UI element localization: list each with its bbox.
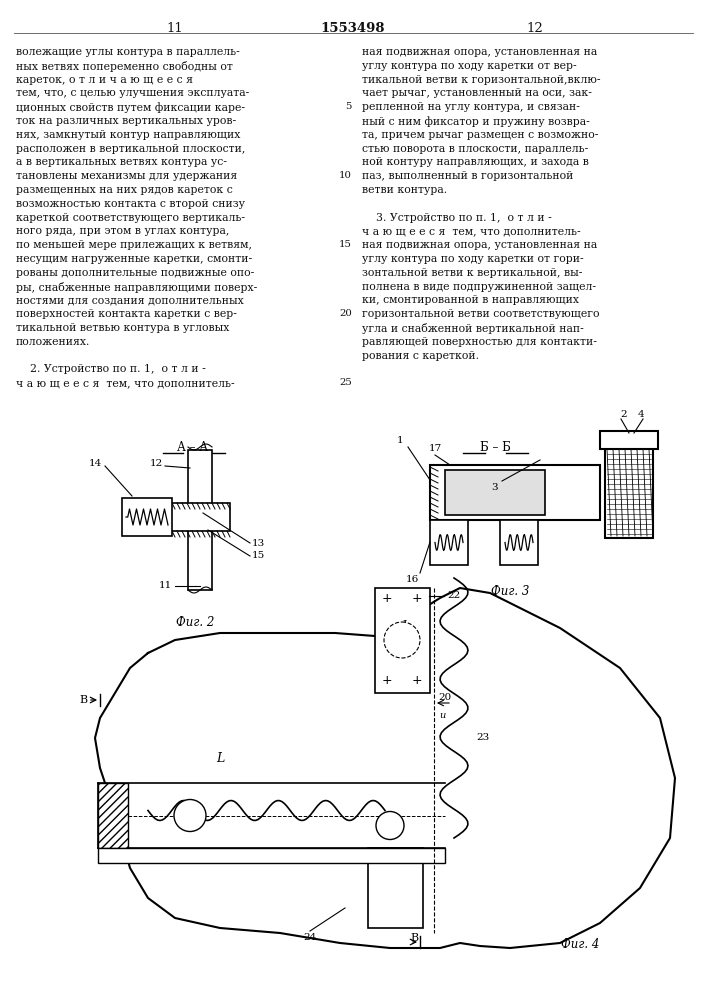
Text: тем, что, с целью улучшения эксплуата-: тем, что, с целью улучшения эксплуата- [16, 88, 250, 98]
Text: ная подвижная опора, установленная на: ная подвижная опора, установленная на [362, 47, 597, 57]
Text: ток на различных вертикальных уров-: ток на различных вертикальных уров- [16, 116, 236, 126]
Text: 11: 11 [159, 582, 172, 590]
Text: ного ряда, при этом в углах контура,: ного ряда, при этом в углах контура, [16, 226, 229, 236]
Text: 2. Устройство по п. 1,  о т л и -: 2. Устройство по п. 1, о т л и - [16, 364, 206, 374]
Text: Б – Б: Б – Б [479, 441, 510, 454]
Text: 25: 25 [339, 378, 352, 387]
Text: +: + [411, 674, 422, 688]
Bar [368, 848, 423, 928]
Text: L: L [216, 752, 224, 764]
Text: 3: 3 [491, 483, 498, 491]
Bar [500, 520, 538, 565]
Text: 11: 11 [167, 22, 183, 35]
Text: та, причем рычаг размещен с возможно-: та, причем рычаг размещен с возможно- [362, 130, 598, 140]
Text: ветви контура.: ветви контура. [362, 185, 447, 195]
Text: 12: 12 [150, 460, 163, 468]
Text: поверхностей контакта каретки с вер-: поверхностей контакта каретки с вер- [16, 309, 237, 319]
Text: ционных свойств путем фиксации каре-: ционных свойств путем фиксации каре- [16, 102, 245, 113]
Circle shape [174, 800, 206, 832]
Text: 5: 5 [346, 102, 352, 111]
Text: 1553498: 1553498 [321, 22, 385, 35]
Text: 15: 15 [252, 552, 265, 560]
Text: 3. Устройство по п. 1,  о т л и -: 3. Устройство по п. 1, о т л и - [362, 213, 551, 223]
Text: расположен в вертикальной плоскости,: расположен в вертикальной плоскости, [16, 144, 245, 154]
Text: 16: 16 [405, 575, 419, 584]
Text: ных ветвях попеременно свободны от: ных ветвях попеременно свободны от [16, 61, 233, 72]
Text: ры, снабженные направляющими поверх-: ры, снабженные направляющими поверх- [16, 282, 257, 293]
Text: а в вертикальных ветвях контура ус-: а в вертикальных ветвях контура ус- [16, 157, 227, 167]
Text: угла и снабженной вертикальной нап-: угла и снабженной вертикальной нап- [362, 323, 584, 334]
Text: и: и [439, 712, 445, 720]
Text: ностями для создания дополнительных: ностями для создания дополнительных [16, 295, 244, 305]
Text: возможностью контакта с второй снизу: возможностью контакта с второй снизу [16, 199, 245, 209]
Text: I: I [403, 620, 407, 630]
Text: рованы дополнительные подвижные опо-: рованы дополнительные подвижные опо- [16, 268, 255, 278]
Text: по меньшей мере прилежащих к ветвям,: по меньшей мере прилежащих к ветвям, [16, 240, 252, 250]
Text: 15: 15 [339, 240, 352, 249]
Bar [605, 447, 653, 538]
Text: 12: 12 [527, 22, 544, 35]
Text: ная подвижная опора, установленная на: ная подвижная опора, установленная на [362, 240, 597, 250]
Text: ный с ним фиксатор и пружину возвра-: ный с ним фиксатор и пружину возвра- [362, 116, 590, 127]
Text: Фиг. 3: Фиг. 3 [491, 585, 529, 598]
Bar [430, 465, 600, 520]
Text: +: + [382, 591, 392, 604]
Text: Фиг. 2: Фиг. 2 [176, 616, 214, 629]
Text: кареткой соответствующего вертикаль-: кареткой соответствующего вертикаль- [16, 213, 245, 223]
Text: ч а ю щ е е с я  тем, что дополнитель-: ч а ю щ е е с я тем, что дополнитель- [362, 226, 580, 236]
Text: ной контуру направляющих, и захода в: ной контуру направляющих, и захода в [362, 157, 589, 167]
Text: репленной на углу контура, и связан-: репленной на углу контура, и связан- [362, 102, 580, 112]
Bar [445, 470, 545, 515]
Bar [170, 503, 230, 531]
Text: 20: 20 [339, 309, 352, 318]
Text: Фиг. 4: Фиг. 4 [561, 938, 600, 951]
Text: 10: 10 [339, 171, 352, 180]
Text: 24: 24 [303, 933, 317, 942]
Text: несущим нагруженные каретки, смонти-: несущим нагруженные каретки, смонти- [16, 254, 252, 264]
Bar [188, 450, 212, 590]
Text: равляющей поверхностью для контакти-: равляющей поверхностью для контакти- [362, 337, 597, 347]
Text: нях, замкнутый контур направляющих: нях, замкнутый контур направляющих [16, 130, 240, 140]
Text: зонтальной ветви к вертикальной, вы-: зонтальной ветви к вертикальной, вы- [362, 268, 583, 278]
Text: кареток, о т л и ч а ю щ е е с я: кареток, о т л и ч а ю щ е е с я [16, 75, 193, 85]
Text: 23: 23 [476, 734, 489, 742]
Text: ч а ю щ е е с я  тем, что дополнитель-: ч а ю щ е е с я тем, что дополнитель- [16, 378, 235, 388]
Text: положениях.: положениях. [16, 337, 90, 347]
Text: 2: 2 [621, 410, 627, 419]
Bar [122, 498, 172, 536]
Text: углу контура по ходу каретки от гори-: углу контура по ходу каретки от гори- [362, 254, 583, 264]
Text: стью поворота в плоскости, параллель-: стью поворота в плоскости, параллель- [362, 144, 588, 154]
Bar [375, 588, 430, 693]
Text: тикальной ветви к горизонтальной,вклю-: тикальной ветви к горизонтальной,вклю- [362, 75, 600, 85]
Text: рования с кареткой.: рования с кареткой. [362, 351, 479, 361]
Text: 4: 4 [638, 410, 644, 419]
Circle shape [384, 622, 420, 658]
Text: паз, выполненный в горизонтальной: паз, выполненный в горизонтальной [362, 171, 573, 181]
Text: 14: 14 [89, 460, 102, 468]
Text: В: В [410, 933, 418, 943]
Bar [430, 520, 468, 565]
Text: 1: 1 [397, 436, 403, 445]
Text: В: В [80, 695, 88, 705]
Text: +: + [411, 591, 422, 604]
Text: 17: 17 [428, 444, 442, 453]
Text: 20: 20 [438, 694, 451, 702]
Text: волежащие углы контура в параллель-: волежащие углы контура в параллель- [16, 47, 240, 57]
Bar [600, 431, 658, 449]
Text: тановлены механизмы для удержания: тановлены механизмы для удержания [16, 171, 238, 181]
Text: чает рычаг, установленный на оси, зак-: чает рычаг, установленный на оси, зак- [362, 88, 592, 98]
Text: ки, смонтированной в направляющих: ки, смонтированной в направляющих [362, 295, 579, 305]
Text: полнена в виде подпружиненной защел-: полнена в виде подпружиненной защел- [362, 282, 596, 292]
Bar [98, 783, 128, 848]
Text: А – А: А – А [177, 441, 209, 454]
Text: +: + [382, 674, 392, 688]
Text: размещенных на них рядов кареток с: размещенных на них рядов кареток с [16, 185, 233, 195]
Text: углу контура по ходу каретки от вер-: углу контура по ходу каретки от вер- [362, 61, 577, 71]
Circle shape [376, 812, 404, 840]
Text: 22: 22 [447, 591, 460, 600]
Bar [98, 848, 445, 863]
Text: тикальной ветвью контура в угловых: тикальной ветвью контура в угловых [16, 323, 229, 333]
Text: горизонтальной ветви соответствующего: горизонтальной ветви соответствующего [362, 309, 600, 319]
Text: 13: 13 [252, 540, 265, 548]
